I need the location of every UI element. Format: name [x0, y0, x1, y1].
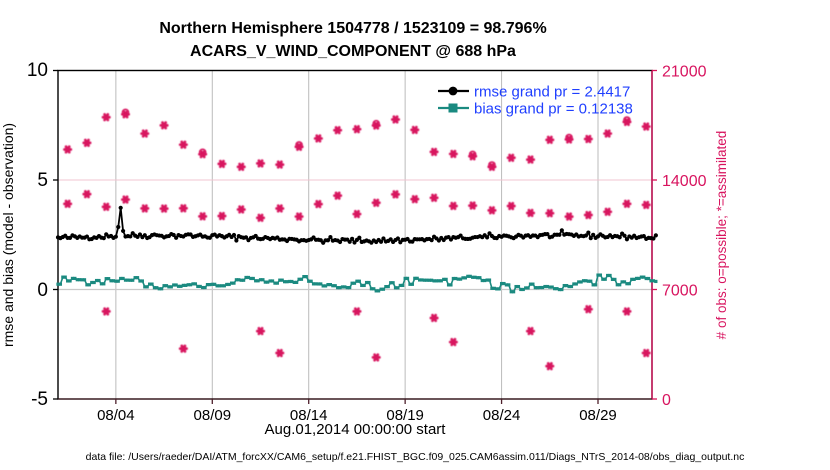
- svg-text:Aug.01,2014 00:00:00 start: Aug.01,2014 00:00:00 start: [265, 421, 447, 438]
- svg-text:14000: 14000: [662, 173, 707, 190]
- svg-text:08/24: 08/24: [483, 407, 521, 424]
- svg-text:21000: 21000: [662, 64, 707, 81]
- svg-text:7000: 7000: [662, 283, 698, 300]
- svg-text:0: 0: [37, 280, 48, 301]
- svg-text:Northern Hemisphere 1504778 /: Northern Hemisphere 1504778 / 1523109 = …: [159, 20, 546, 37]
- svg-text:# of obs: o=possible; *=assimi: # of obs: o=possible; *=assimilated: [714, 131, 729, 340]
- svg-text:08/29: 08/29: [579, 407, 617, 424]
- svg-text:-5: -5: [31, 389, 48, 410]
- svg-text:rmse and bias (model - observa: rmse and bias (model - observation): [0, 123, 16, 347]
- svg-text:data file: /Users/raeder/DAI/A: data file: /Users/raeder/DAI/ATM_forcXX/…: [86, 451, 745, 463]
- svg-text:08/09: 08/09: [194, 407, 232, 424]
- svg-text:bias grand pr = 0.12138: bias grand pr = 0.12138: [474, 101, 633, 118]
- svg-text:0: 0: [662, 392, 671, 409]
- svg-text:rmse grand pr = 2.4417: rmse grand pr = 2.4417: [474, 84, 630, 101]
- svg-text:ACARS_V_WIND_COMPONENT @ 688 h: ACARS_V_WIND_COMPONENT @ 688 hPa: [190, 43, 516, 60]
- svg-text:08/04: 08/04: [97, 407, 135, 424]
- svg-text:10: 10: [27, 60, 48, 81]
- svg-text:5: 5: [37, 170, 48, 191]
